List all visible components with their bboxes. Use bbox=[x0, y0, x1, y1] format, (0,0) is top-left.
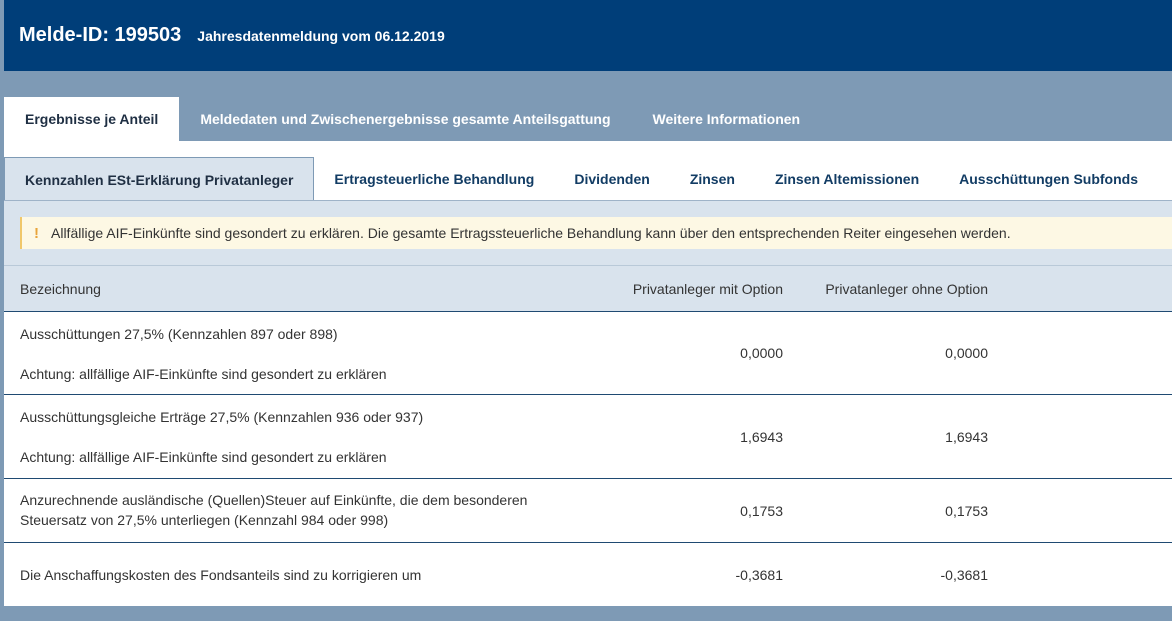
tab-content: ! Allfällige AIF-Einkünfte sind gesonder… bbox=[4, 201, 1172, 606]
row-label: Ausschüttungsgleiche Erträge 27,5% (Kenn… bbox=[20, 407, 580, 467]
value-mit-option: 0,1753 bbox=[740, 502, 783, 519]
tab-zinsen-altemissionen[interactable]: Zinsen Altemissionen bbox=[774, 171, 920, 187]
header-ohne-option: Privatanleger ohne Option bbox=[825, 280, 988, 297]
table-row: Die Anschaffungskosten des Fondsanteils … bbox=[4, 542, 1172, 606]
table-row: Anzurechnende ausländische (Quellen)Steu… bbox=[4, 478, 1172, 542]
page-border bbox=[0, 0, 4, 621]
kennzahlen-table: Bezeichnung Privatanleger mit Option Pri… bbox=[4, 265, 1172, 606]
row-label: Die Anschaffungskosten des Fondsanteils … bbox=[20, 567, 422, 583]
value-ohne-option: 1,6943 bbox=[945, 428, 988, 445]
row-note: Achtung: allfällige AIF-Einkünfte sind g… bbox=[20, 449, 387, 465]
tab-ergebnisse-je-anteil[interactable]: Ergebnisse je Anteil bbox=[4, 97, 180, 141]
value-mit-option: 1,6943 bbox=[740, 428, 783, 445]
value-mit-option: 0,0000 bbox=[740, 345, 783, 361]
row-label: Anzurechnende ausländische (Quellen)Steu… bbox=[20, 492, 528, 528]
row-label: Ausschüttungen 27,5% (Kennzahlen 897 ode… bbox=[20, 324, 580, 384]
header-mit-option: Privatanleger mit Option bbox=[632, 280, 783, 297]
aif-warning-alert: ! Allfällige AIF-Einkünfte sind gesonder… bbox=[20, 217, 1172, 249]
main-panel: Kennzahlen ESt-Erklärung Privatanleger E… bbox=[4, 141, 1172, 606]
table-row: Ausschüttungsgleiche Erträge 27,5% (Kenn… bbox=[4, 394, 1172, 478]
alert-text: Allfällige AIF-Einkünfte sind gesondert … bbox=[51, 225, 1011, 241]
value-mit-option: -0,3681 bbox=[735, 566, 783, 583]
report-date-subtitle: Jahresdatenmeldung vom 06.12.2019 bbox=[197, 27, 445, 44]
table-header: Bezeichnung Privatanleger mit Option Pri… bbox=[4, 265, 1172, 311]
value-ohne-option: 0,1753 bbox=[945, 502, 988, 519]
tab-zinsen[interactable]: Zinsen bbox=[689, 171, 735, 187]
tab-dividenden[interactable]: Dividenden bbox=[574, 171, 650, 187]
table-row: Ausschüttungen 27,5% (Kennzahlen 897 ode… bbox=[4, 311, 1172, 394]
tab-divider bbox=[4, 200, 1172, 201]
tab-ertragsteuerliche-behandlung[interactable]: Ertragsteuerliche Behandlung bbox=[334, 171, 535, 187]
value-ohne-option: -0,3681 bbox=[940, 566, 988, 583]
melde-id-title: Melde-ID: 199503 bbox=[19, 24, 182, 46]
page-header: Melde-ID: 199503 Jahresdatenmeldung vom … bbox=[4, 0, 1172, 71]
tab-weitere-informationen[interactable]: Weitere Informationen bbox=[652, 111, 801, 127]
sub-tab-bar: Kennzahlen ESt-Erklärung Privatanleger E… bbox=[4, 157, 1172, 201]
tab-kennzahlen-est[interactable]: Kennzahlen ESt-Erklärung Privatanleger bbox=[4, 157, 315, 201]
row-note: Achtung: allfällige AIF-Einkünfte sind g… bbox=[20, 366, 387, 382]
tab-ausschuettungen-subfonds[interactable]: Ausschüttungen Subfonds bbox=[959, 171, 1139, 187]
main-tab-bar: Ergebnisse je Anteil Meldedaten und Zwis… bbox=[4, 97, 1172, 141]
row-title: Ausschüttungsgleiche Erträge 27,5% (Kenn… bbox=[20, 409, 424, 425]
value-ohne-option: 0,0000 bbox=[945, 345, 988, 361]
row-title: Ausschüttungen 27,5% (Kennzahlen 897 ode… bbox=[20, 326, 338, 342]
header-bezeichnung: Bezeichnung bbox=[20, 280, 101, 297]
tab-meldedaten[interactable]: Meldedaten und Zwischenergebnisse gesamt… bbox=[200, 111, 611, 127]
warning-icon: ! bbox=[34, 224, 39, 242]
